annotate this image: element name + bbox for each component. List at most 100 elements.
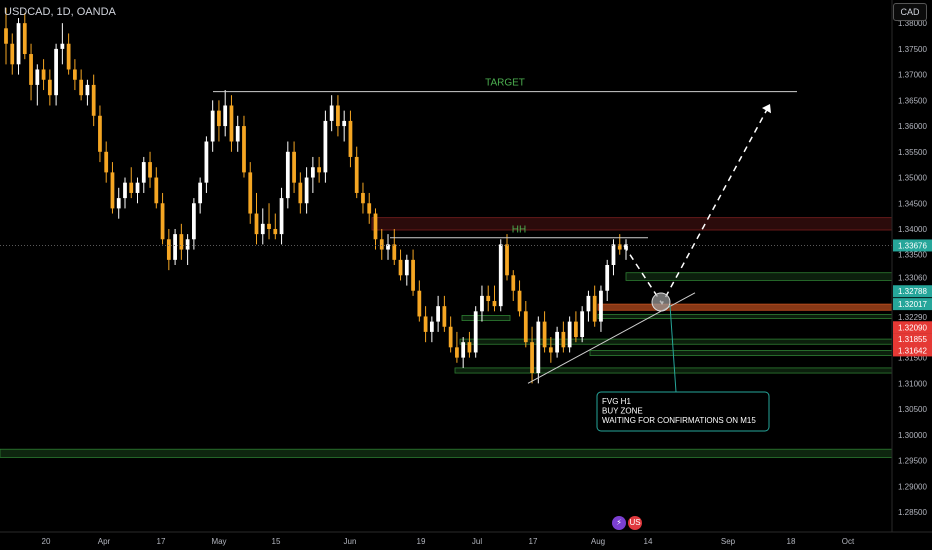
candle-body bbox=[35, 69, 40, 85]
symbol-header: USDCAD, 1D, OANDA bbox=[4, 6, 116, 18]
y-tick-label: 1.31500 bbox=[898, 354, 927, 363]
x-tick-label: Jun bbox=[344, 537, 357, 546]
y-tick-label: 1.32290 bbox=[898, 313, 927, 322]
callout-line: BUY ZONE bbox=[602, 407, 643, 416]
candle-body bbox=[354, 156, 359, 193]
candle-body bbox=[411, 259, 415, 291]
hh-label: HH bbox=[512, 225, 526, 236]
x-tick-label: Jul bbox=[472, 537, 482, 546]
candle-body bbox=[448, 326, 453, 348]
candle-body bbox=[605, 265, 610, 291]
candle-body bbox=[85, 84, 90, 96]
candle-body bbox=[41, 69, 46, 80]
candle-body bbox=[260, 223, 265, 235]
us-flag-icon[interactable]: US bbox=[628, 516, 642, 530]
candle-body bbox=[429, 321, 434, 332]
y-tick-label: 1.35500 bbox=[898, 148, 927, 157]
y-tick-label: 1.36500 bbox=[898, 96, 927, 105]
candle-body bbox=[22, 23, 27, 55]
currency-button[interactable]: CAD bbox=[893, 3, 927, 21]
candle-body bbox=[192, 203, 196, 240]
supply-zone-red bbox=[371, 217, 893, 231]
candle-body bbox=[373, 213, 378, 240]
candle-body bbox=[498, 244, 503, 307]
candle-body bbox=[404, 259, 409, 276]
candle-body bbox=[342, 120, 347, 127]
target-label: TARGET bbox=[485, 78, 525, 89]
demand-zone-green bbox=[461, 315, 511, 321]
candle-body bbox=[166, 239, 171, 260]
x-tick-label: 15 bbox=[272, 537, 281, 546]
price-label-bg bbox=[893, 239, 932, 252]
candle-body bbox=[392, 244, 397, 260]
candle-body bbox=[98, 115, 102, 152]
candle-body bbox=[580, 311, 585, 338]
arrow-head-icon bbox=[762, 103, 771, 114]
candle-body bbox=[279, 198, 284, 235]
callout-line: FVG H1 bbox=[602, 397, 631, 406]
candle-body bbox=[248, 172, 253, 214]
candle-body bbox=[91, 84, 96, 116]
candle-body bbox=[154, 177, 159, 204]
candle-body bbox=[73, 69, 77, 80]
candle-body bbox=[599, 290, 603, 322]
y-tick-label: 1.29500 bbox=[898, 457, 927, 466]
candle-body bbox=[555, 331, 559, 353]
candle-body bbox=[517, 290, 522, 312]
y-tick-label: 1.31000 bbox=[898, 379, 927, 388]
candle-body bbox=[505, 244, 509, 276]
candle-body bbox=[217, 110, 221, 127]
candle-body bbox=[47, 79, 52, 96]
y-tick-label: 1.29000 bbox=[898, 482, 927, 491]
time-axis: 20 Apr 17 May 15 Jun 19 Jul 17 Aug 14 Sep 18 Oct bbox=[0, 531, 932, 546]
x-tick-label: 18 bbox=[787, 537, 796, 546]
price-label-bg bbox=[893, 285, 932, 298]
price-label: 1.32090 bbox=[898, 323, 927, 332]
candle-body bbox=[536, 321, 541, 374]
x-tick-label: 17 bbox=[157, 537, 166, 546]
candle-body bbox=[455, 347, 459, 358]
candle-body bbox=[16, 23, 21, 65]
event-badges: ⚡ US bbox=[612, 516, 642, 530]
candle-body bbox=[173, 234, 177, 260]
y-tick-label: 1.34000 bbox=[898, 225, 927, 234]
candle-body bbox=[235, 126, 240, 142]
candle-body bbox=[361, 192, 365, 204]
y-tick-label: 1.28500 bbox=[898, 508, 927, 517]
candle-body bbox=[179, 234, 184, 250]
candle-body bbox=[223, 105, 228, 127]
support-zone-green bbox=[0, 448, 893, 458]
candle-body bbox=[592, 295, 597, 322]
price-label-bg bbox=[893, 298, 932, 311]
candle-body bbox=[4, 28, 8, 44]
candle-body bbox=[292, 151, 296, 183]
candle-body bbox=[116, 198, 121, 209]
candle-body bbox=[473, 311, 478, 353]
x-tick-label: Aug bbox=[591, 537, 605, 546]
candle-body bbox=[29, 54, 33, 85]
candle-body bbox=[561, 331, 566, 348]
candle-body bbox=[304, 177, 309, 204]
candle-body bbox=[379, 239, 384, 250]
y-tick-label: 1.33060 bbox=[898, 273, 927, 282]
candle-body bbox=[254, 213, 259, 235]
y-tick-label: 1.37000 bbox=[898, 71, 927, 80]
candle-body bbox=[79, 79, 84, 96]
candle-body bbox=[160, 203, 165, 240]
y-tick-label: 1.35000 bbox=[898, 174, 927, 183]
fvg-zone-orange bbox=[597, 303, 893, 311]
candle-body bbox=[617, 244, 622, 250]
candle-body bbox=[523, 311, 528, 343]
candle-body bbox=[548, 347, 553, 353]
candle-body bbox=[129, 182, 134, 193]
candle-body bbox=[298, 182, 303, 204]
x-tick-label: Apr bbox=[98, 537, 111, 546]
candle-body bbox=[423, 316, 428, 332]
candle-body bbox=[436, 306, 440, 322]
lightning-icon[interactable]: ⚡ bbox=[612, 516, 626, 530]
demand-zone-green bbox=[589, 350, 893, 356]
candle-body bbox=[398, 259, 403, 276]
candle-body bbox=[336, 105, 340, 127]
